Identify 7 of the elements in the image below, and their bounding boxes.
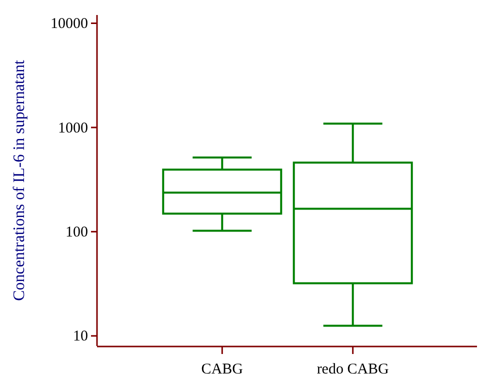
y-tick-label: 10000 <box>50 16 88 32</box>
y-axis-title: Concentrations of IL-6 in supernatant <box>11 60 28 301</box>
y-tick-label: 1000 <box>58 120 88 136</box>
y-tick-label: 10 <box>73 328 88 345</box>
x-tick-label: redo CABG <box>316 362 390 378</box>
y-tick-label: 100 <box>66 224 88 240</box>
x-tick-label: CABG <box>201 362 244 378</box>
